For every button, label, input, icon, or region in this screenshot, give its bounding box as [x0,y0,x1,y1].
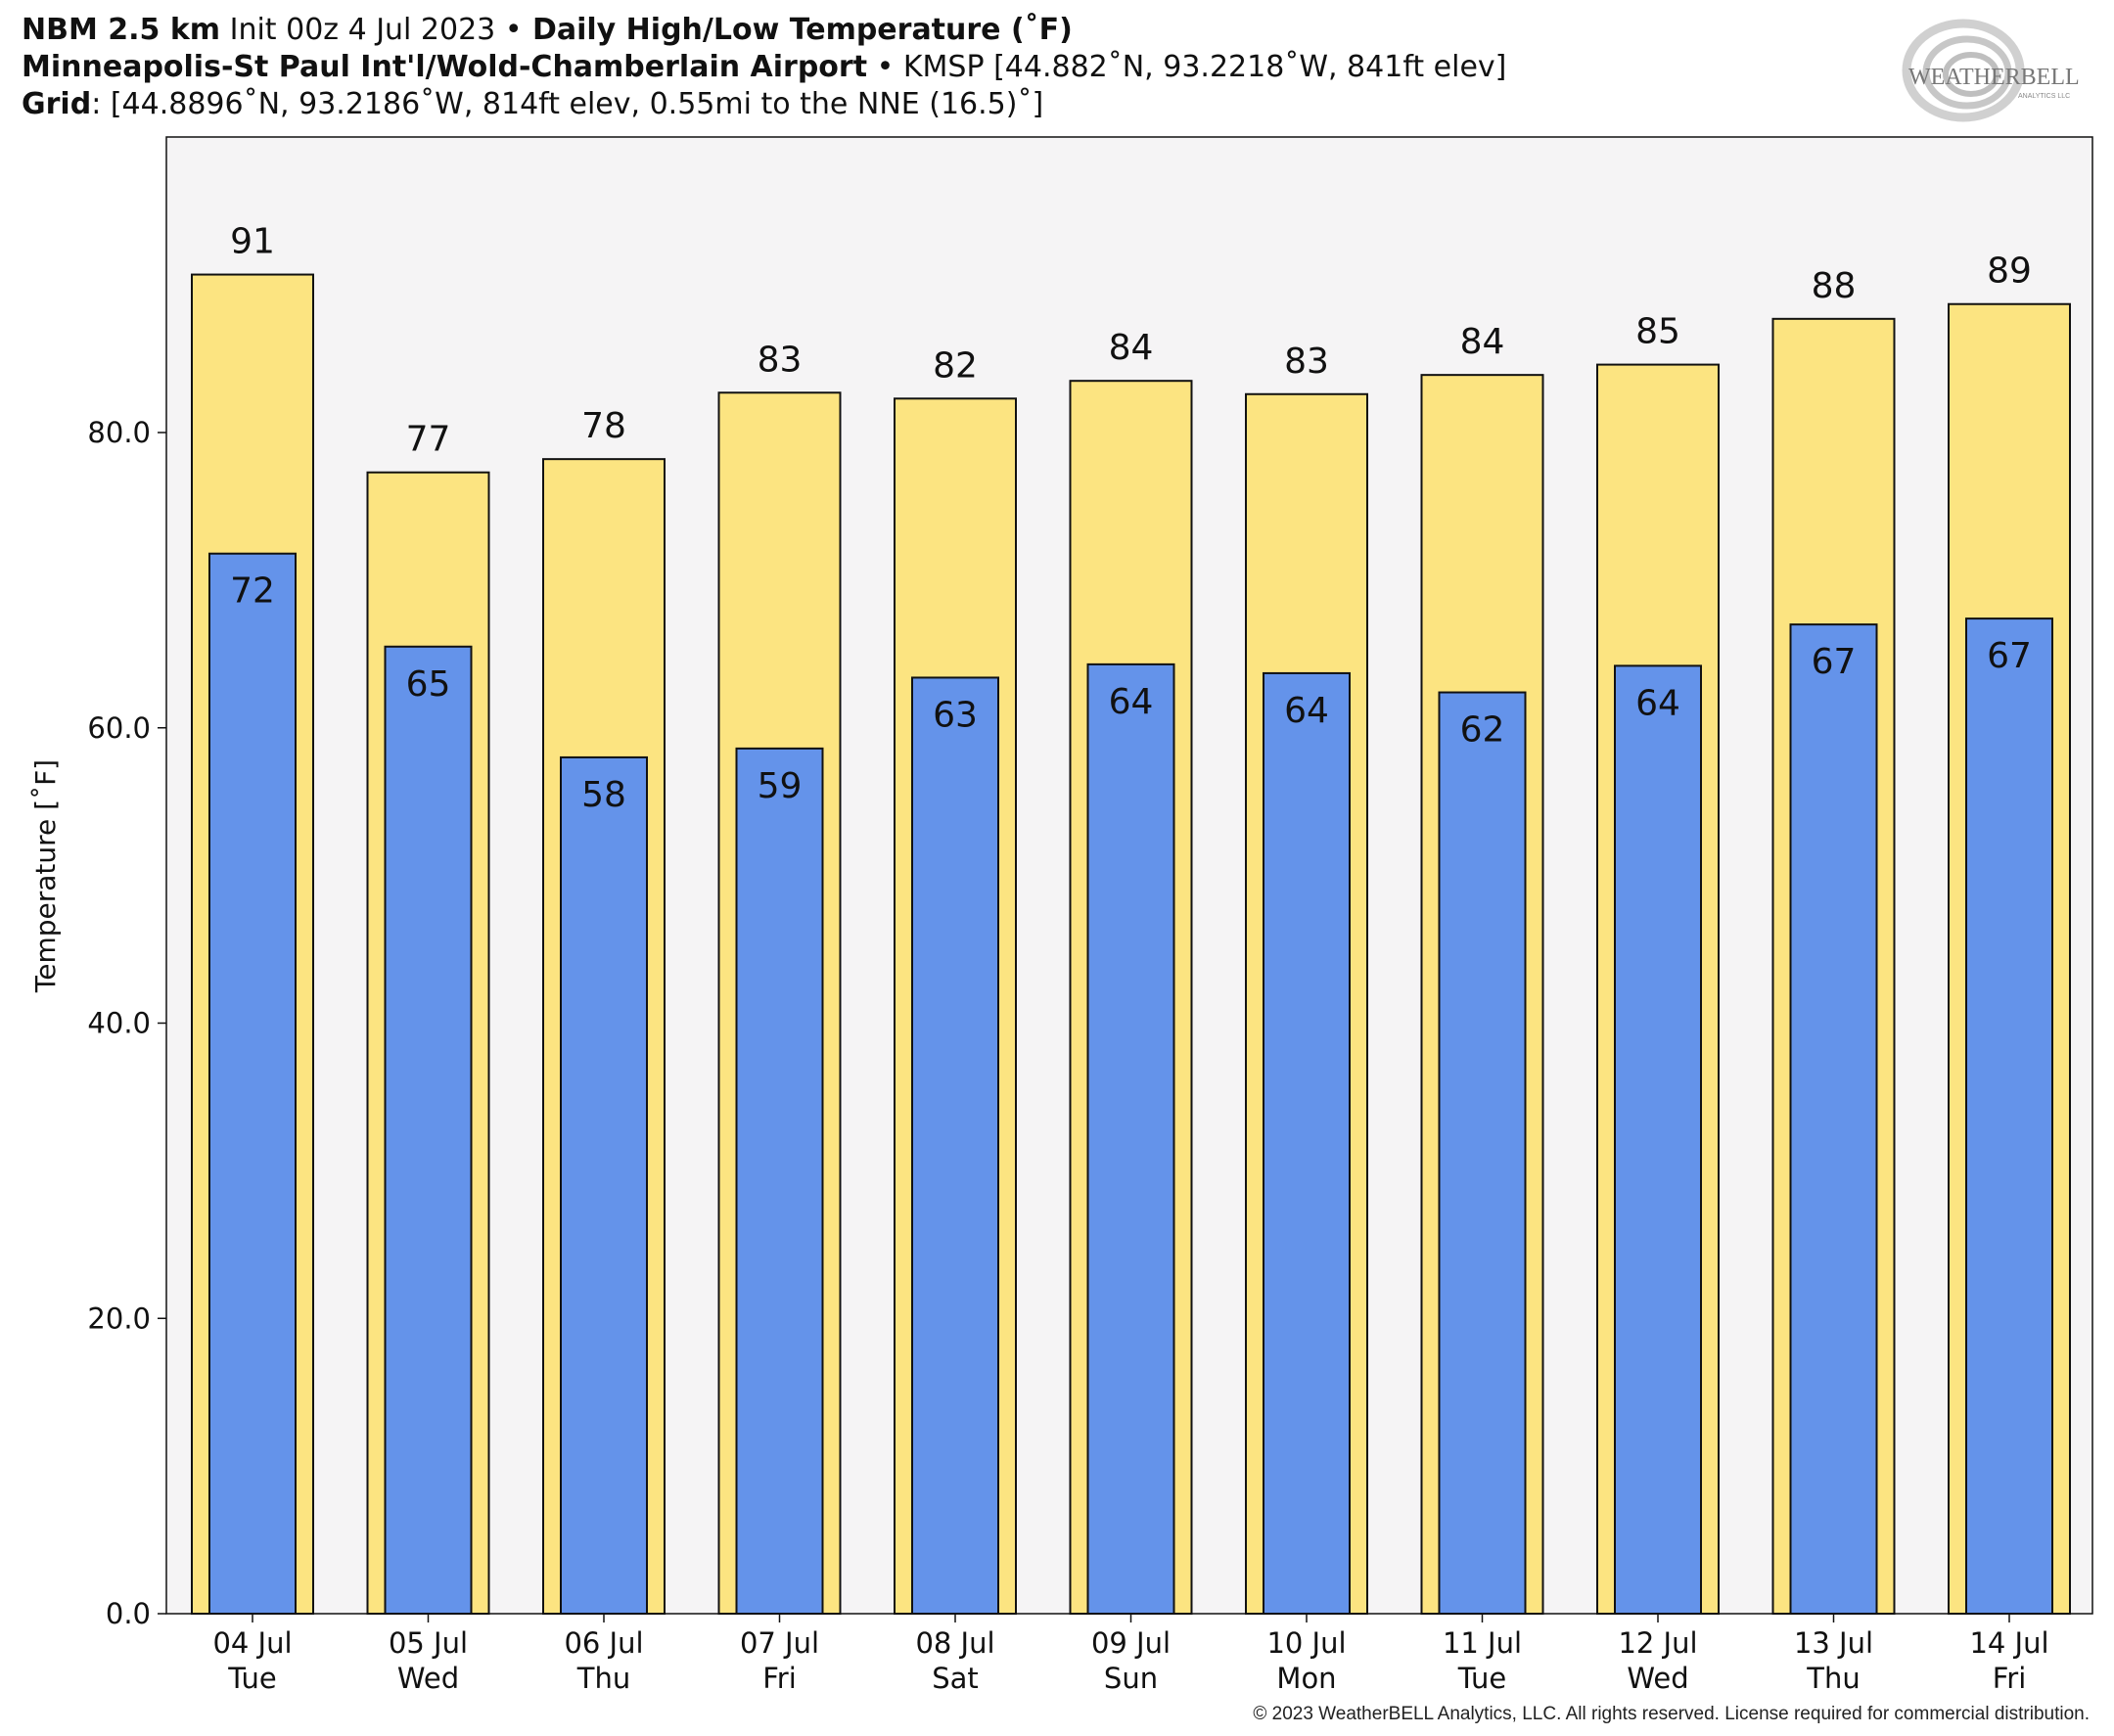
x-tick-label-date: 08 Jul [915,1626,994,1660]
low-temperature-bars [208,552,2053,1615]
x-tick-label-day: Fri [762,1662,797,1695]
chart-title: Daily High/Low Temperature (˚F) [522,13,1073,47]
low-value-label: 64 [1284,691,1329,731]
x-tick-label-day: Tue [1457,1662,1507,1695]
logo-subtext: ANALYTICS LLC [2018,93,2070,100]
low-value-label: 64 [1109,682,1154,722]
station-info: KMSP [44.882˚N, 93.2218˚W, 841ft elev] [902,50,1507,84]
y-tick-label: 20.0 [87,1302,151,1335]
y-tick-label: 60.0 [87,711,151,745]
low-bar [1263,671,1351,1615]
high-value-label: 88 [1812,266,1857,306]
x-tick-label-day: Sat [932,1662,979,1695]
y-tick-label: 0.0 [106,1597,151,1630]
high-value-label: 83 [1284,342,1329,382]
low-bar [735,747,824,1615]
x-tick-label-date: 12 Jul [1618,1626,1697,1660]
high-value-label: 77 [406,420,451,460]
low-bar [1965,617,2053,1615]
low-value-label: 59 [758,766,803,806]
logo-wordmark: WEATHERBELL [1908,65,2080,90]
grid-info: : [44.8896˚N, 93.2186˚W, 814ft elev, 0.5… [91,87,1044,121]
low-value-label: 63 [933,695,978,735]
x-tick-label-day: Thu [576,1662,630,1695]
x-tick-label-date: 09 Jul [1091,1626,1171,1660]
low-bar [1438,691,1527,1615]
low-bar [208,552,297,1615]
low-bar [560,755,648,1615]
x-tick-label-date: 05 Jul [389,1626,468,1660]
high-value-label: 84 [1460,322,1505,362]
low-bar [1789,623,1878,1615]
x-tick-label-day: Mon [1276,1662,1336,1695]
model-name: NBM 2.5 km [22,13,221,47]
x-tick-label-date: 14 Jul [1969,1626,2048,1660]
low-value-label: 58 [581,775,626,815]
x-tick-label-date: 04 Jul [212,1626,292,1660]
header-line-3: Grid: [44.8896˚N, 93.2186˚W, 814ft elev,… [22,86,1506,123]
x-tick-label-date: 07 Jul [740,1626,819,1660]
chart-header: NBM 2.5 km Init 00z 4 Jul 2023 • Daily H… [22,12,1506,123]
y-axis: 0.0 20.0 40.0 60.0 80.0 [87,416,166,1630]
weatherbell-logo: WEATHERBELL ANALYTICS LLC [1902,19,2080,122]
high-value-label: 91 [230,222,275,262]
init-time: Init 00z 4 Jul 2023 [220,13,505,47]
x-tick-label-date: 10 Jul [1266,1626,1346,1660]
high-value-label: 85 [1635,312,1680,352]
low-value-label: 64 [1635,683,1680,723]
high-value-label: 89 [1987,251,2032,292]
high-value-label: 84 [1109,328,1154,368]
copyright-footer: © 2023 WeatherBELL Analytics, LLC. All r… [1253,1704,2090,1724]
header-line-2: Minneapolis-St Paul Int'l/Wold-Chamberla… [22,49,1506,86]
high-value-label: 78 [581,406,626,446]
low-value-label: 62 [1460,710,1505,751]
high-value-label: 82 [933,345,978,386]
x-tick-label-day: Sun [1104,1662,1158,1695]
data-labels: 91 72 77 65 78 58 83 59 82 63 84 64 83 64 84 62 85 64 88 67… [230,222,2032,815]
y-tick-label: 40.0 [87,1007,151,1040]
low-bar [911,676,999,1615]
x-tick-label-day: Fri [1993,1662,2027,1695]
low-bar [1614,664,1702,1615]
low-bar [1086,662,1175,1615]
low-value-label: 65 [406,664,451,705]
y-tick-label: 80.0 [87,416,151,449]
x-tick-label-day: Tue [227,1662,277,1695]
low-value-label: 72 [230,571,275,612]
low-value-label: 67 [1987,636,2032,676]
low-bar [384,645,473,1615]
x-tick-label-day: Wed [1627,1662,1688,1695]
x-tick-label-date: 11 Jul [1443,1626,1522,1660]
low-value-label: 67 [1812,642,1857,682]
high-value-label: 83 [758,340,803,380]
x-tick-label-date: 06 Jul [564,1626,643,1660]
separator: • [867,50,903,84]
station-name: Minneapolis-St Paul Int'l/Wold-Chamberla… [22,50,868,84]
y-axis-label: Temperature [˚F] [29,759,62,993]
grid-label: Grid [22,87,92,121]
x-tick-label-date: 13 Jul [1794,1626,1873,1660]
x-tick-label-day: Wed [397,1662,459,1695]
separator: • [504,13,523,47]
header-line-1: NBM 2.5 km Init 00z 4 Jul 2023 • Daily H… [22,12,1506,49]
x-tick-label-day: Thu [1806,1662,1860,1695]
